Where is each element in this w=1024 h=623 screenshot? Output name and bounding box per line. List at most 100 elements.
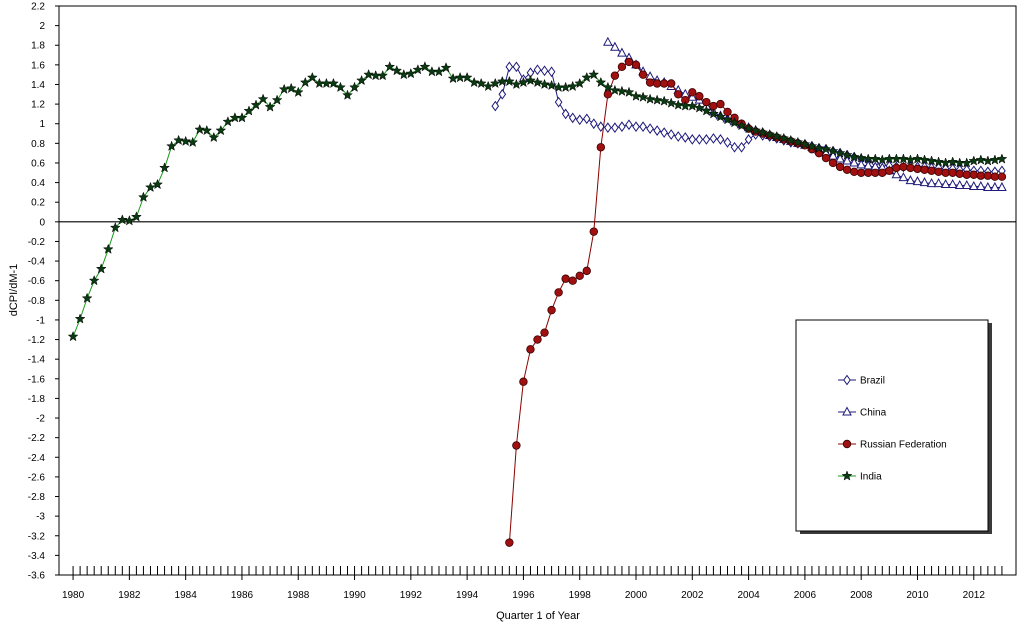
india-point (391, 64, 403, 76)
russian-federation-point (835, 162, 845, 172)
india-point (729, 116, 740, 128)
russian-federation-point (871, 168, 880, 177)
india-point (419, 61, 431, 72)
china-point (603, 36, 613, 46)
india-point (81, 292, 93, 303)
india-point (95, 263, 107, 274)
y-tick-label: 0.6 (31, 158, 45, 169)
x-tick-label: 2000 (625, 590, 648, 601)
india-point (405, 67, 417, 79)
india-point (102, 243, 114, 254)
brazil-point (554, 96, 563, 108)
india-point (581, 71, 593, 83)
y-tick-label: -3.4 (28, 551, 46, 562)
india-point (623, 86, 635, 97)
india-point (74, 313, 86, 324)
india-point (616, 85, 628, 96)
y-tick-label: 0.2 (31, 198, 45, 209)
russian-federation-point (913, 164, 922, 174)
india-point (363, 68, 375, 80)
russian-federation-point (526, 345, 535, 354)
brazil-point (737, 141, 746, 153)
y-tick-label: 0 (39, 217, 45, 228)
brazil-point (498, 88, 507, 100)
russian-federation-point (589, 227, 598, 236)
russian-federation-point (568, 276, 577, 285)
india-point (109, 221, 121, 233)
india-point (299, 76, 311, 88)
india-point (637, 91, 649, 102)
india-point (88, 274, 100, 286)
russian-federation-point (702, 97, 711, 107)
russian-federation-point (540, 328, 549, 337)
india-point (166, 140, 177, 151)
russian-federation-point (849, 167, 859, 176)
india-point (335, 81, 346, 93)
india-point (264, 101, 276, 112)
india-point (257, 93, 269, 104)
brazil-point (709, 133, 718, 144)
russian-federation-point (821, 153, 831, 163)
y-tick-label: 1.2 (31, 100, 45, 111)
china-point (954, 179, 965, 190)
x-tick-label: 2010 (906, 590, 929, 601)
india-point (525, 74, 536, 86)
russian-federation-point (688, 88, 697, 97)
brazil-point (744, 134, 753, 145)
russian-federation-point (561, 274, 570, 283)
brazil-point (582, 113, 591, 125)
x-tick-label: 1992 (400, 590, 423, 601)
legend: Brazil China Russian Federation India (795, 319, 992, 534)
russian-federation-point (962, 170, 971, 179)
china-point (849, 157, 859, 167)
russian-federation-point (878, 168, 887, 177)
russian-federation-point (645, 78, 655, 87)
china-point (898, 172, 909, 182)
china-point (919, 177, 930, 187)
legend-label: China (860, 408, 887, 419)
india-point (546, 79, 557, 91)
india-point (827, 145, 839, 156)
brazil-point (505, 61, 514, 73)
india-point (440, 62, 452, 73)
india-point (736, 119, 747, 131)
y-tick-label: -1.2 (28, 335, 46, 346)
x-tick-label: 2004 (737, 590, 760, 601)
india-point (349, 81, 360, 93)
x-tick-label: 1988 (287, 590, 310, 601)
india-point (743, 122, 755, 134)
india-point (532, 76, 543, 88)
india-point (722, 114, 733, 125)
india-point (855, 152, 867, 163)
russian-federation-point (575, 271, 584, 280)
india-point (243, 105, 255, 116)
india-point (975, 154, 987, 165)
india-point (926, 155, 937, 166)
legend-item-india: India (838, 470, 882, 483)
brazil-point (632, 121, 640, 133)
brazil-point (589, 118, 598, 130)
russian-federation-point (624, 57, 634, 67)
brazil-point (540, 65, 549, 77)
russian-federation-point (666, 79, 676, 88)
india-point (306, 71, 318, 83)
india-point (700, 105, 712, 116)
china-point (842, 155, 852, 165)
india-point (750, 124, 762, 136)
brazil-point (716, 134, 725, 145)
y-tick-label: -0.6 (28, 276, 46, 287)
russian-federation-point (617, 62, 627, 72)
india-point (130, 211, 142, 222)
russian-federation-point (631, 60, 641, 70)
china-point (912, 176, 923, 186)
india-point (672, 99, 684, 110)
x-tick-label: 1994 (456, 590, 479, 601)
india-point (574, 77, 586, 89)
china-point (975, 180, 986, 191)
russian-federation-point (885, 166, 894, 176)
russian-federation-point (856, 168, 866, 177)
india-point (152, 178, 163, 190)
y-tick-label: 2.2 (31, 2, 45, 13)
russian-federation-point (864, 168, 873, 177)
